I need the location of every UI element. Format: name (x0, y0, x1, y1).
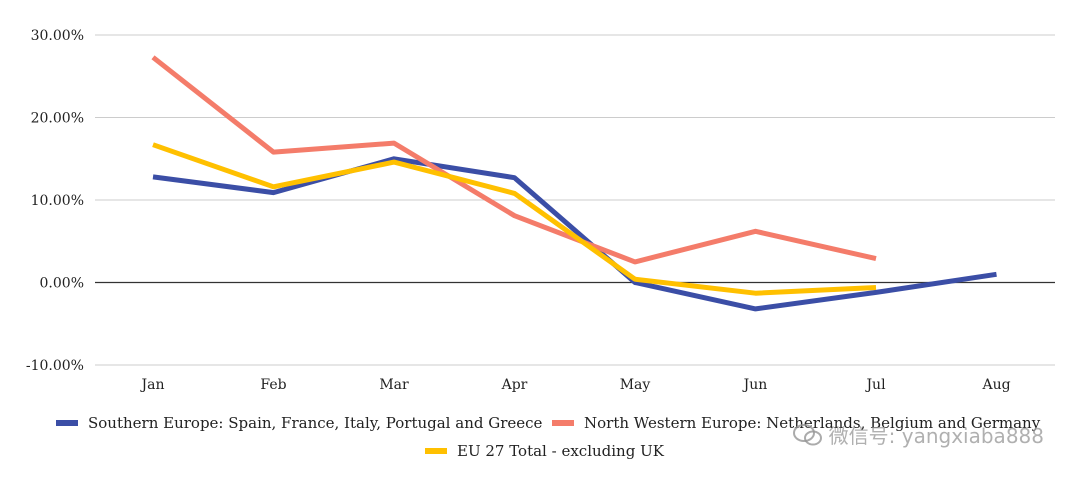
x-tick-label: Mar (379, 377, 409, 393)
gridlines (95, 34, 1055, 366)
series-lines (151, 55, 997, 312)
x-tick-label: Jun (742, 377, 768, 393)
series-line-1 (151, 55, 877, 265)
y-tick-label: 30.00% (31, 28, 84, 44)
legend-item-southern-europe: Southern Europe: Spain, France, Italy, P… (56, 414, 542, 432)
series-line-2 (152, 142, 877, 296)
watermark: 微信号: yangxiaba888 (792, 420, 1044, 449)
y-axis-ticks: 30.00% 20.00% 10.00% 0.00% -10.00% (26, 28, 84, 374)
legend-swatch-north-western-europe (552, 420, 574, 426)
legend-item-north-western-europe: North Western Europe: Netherlands, Belgi… (552, 414, 1040, 432)
legend-swatch-eu27-total (425, 448, 447, 454)
wechat-icon (792, 423, 823, 446)
x-tick-label: Aug (981, 377, 1010, 393)
x-tick-label: Feb (260, 377, 286, 393)
x-tick-label: Jul (864, 377, 886, 393)
x-axis-ticks: Jan Feb Mar Apr May Jun Jul Aug (140, 377, 1011, 393)
y-tick-label: 10.00% (31, 193, 84, 209)
legend-label-southern-europe: Southern Europe: Spain, France, Italy, P… (88, 414, 543, 432)
series-line-0 (152, 156, 997, 312)
y-tick-label: -10.00% (26, 358, 84, 374)
y-tick-label: 0.00% (40, 276, 84, 292)
legend-label-north-western-europe: North Western Europe: Netherlands, Belgi… (584, 414, 1041, 432)
legend-item-eu27-total: EU 27 Total - excluding UK (425, 442, 664, 460)
legend-label-eu27-total: EU 27 Total - excluding UK (457, 442, 664, 460)
x-tick-label: Jan (140, 377, 165, 393)
x-tick-label: May (620, 377, 651, 393)
watermark-text: 微信号: yangxiaba888 (828, 424, 1044, 448)
y-tick-label: 20.00% (31, 111, 84, 127)
legend-swatch-southern-europe (56, 420, 78, 426)
x-tick-label: Apr (501, 377, 528, 393)
